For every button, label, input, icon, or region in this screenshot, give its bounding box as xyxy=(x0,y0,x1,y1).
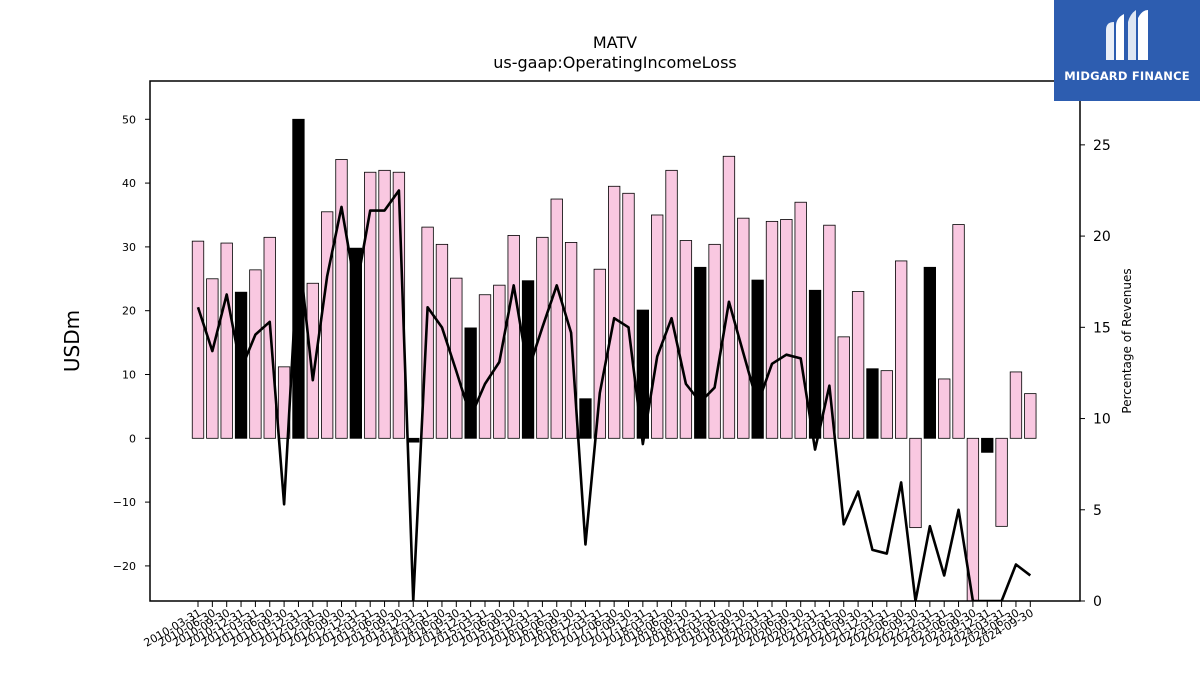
pct-line xyxy=(196,189,1032,601)
bar-2024-09-30 xyxy=(1024,393,1037,439)
y2-tick-label: 5 xyxy=(1093,503,1102,519)
bar-2012-09-30 xyxy=(335,159,348,439)
y2-tick-label: 0 xyxy=(1093,594,1102,610)
bar-2011-12-31 xyxy=(292,118,305,439)
y-tick-label: 30 xyxy=(122,241,136,254)
y-tick-label: 50 xyxy=(122,113,136,126)
bar-2021-09-30 xyxy=(851,291,865,439)
bar-2019-12-31 xyxy=(751,279,764,439)
chart-title: MATV xyxy=(592,33,638,52)
x-axis: 2010-03-312010-06-302010-09-302010-12-31… xyxy=(142,601,1036,650)
y-axis-right: 0 5 10 15 20 25 xyxy=(1080,138,1111,610)
bar-2023-06-30 xyxy=(952,224,965,439)
bar-2018-03-31 xyxy=(651,214,664,439)
bar-2010-03-31 xyxy=(191,240,205,439)
pct-line-series xyxy=(196,189,1032,601)
bar-2017-09-30 xyxy=(622,192,635,439)
bar-2013-12-31 xyxy=(407,437,420,443)
bar-series xyxy=(191,118,1037,601)
bar-2024-03-31 xyxy=(995,437,1008,527)
y-tick-label: 20 xyxy=(122,305,136,318)
bar-2024-06-30 xyxy=(1009,371,1023,439)
bar-2012-12-31 xyxy=(349,247,363,439)
bar-2012-03-31 xyxy=(306,282,319,439)
y-tick-label: −10 xyxy=(113,496,136,509)
bar-2013-06-30 xyxy=(378,169,391,439)
bar-2023-12-31 xyxy=(981,437,994,453)
bar-2020-06-30 xyxy=(780,219,793,439)
bar-2020-09-30 xyxy=(794,201,807,439)
bar-2023-03-31 xyxy=(938,378,951,439)
logo-mark-icon xyxy=(1106,10,1148,60)
bar-2010-06-30 xyxy=(206,278,219,439)
y2-tick-label: 15 xyxy=(1093,320,1111,336)
bar-2022-06-30 xyxy=(895,260,908,439)
bar-2018-06-30 xyxy=(665,169,678,439)
bar-2010-09-30 xyxy=(220,242,233,439)
bar-2021-03-31 xyxy=(823,224,836,439)
bar-2019-06-30 xyxy=(722,155,736,439)
y2-tick-label: 20 xyxy=(1093,229,1111,245)
bar-2014-12-31 xyxy=(464,327,477,439)
bar-2018-12-31 xyxy=(694,266,707,439)
logo-text: MIDGARD FINANCE xyxy=(1064,69,1190,83)
bar-2015-12-31 xyxy=(521,280,535,439)
y-tick-label: 10 xyxy=(122,368,136,381)
bar-2012-06-30 xyxy=(320,211,334,439)
bar-2016-12-31 xyxy=(579,398,592,439)
bar-2017-03-31 xyxy=(593,268,606,439)
bar-2022-03-31 xyxy=(880,370,893,439)
bar-2014-09-30 xyxy=(450,277,463,439)
bar-2011-03-31 xyxy=(249,269,262,439)
y-axis-label-left: USDm xyxy=(60,309,84,373)
bar-2017-06-30 xyxy=(608,185,621,439)
bar-2021-12-31 xyxy=(866,368,879,439)
y-tick-label: 0 xyxy=(129,432,136,445)
bar-2021-06-30 xyxy=(837,336,850,439)
chart-subtitle: us-gaap:OperatingIncomeLoss xyxy=(493,53,737,72)
y2-tick-label: 10 xyxy=(1093,412,1111,428)
y2-tick-label: 25 xyxy=(1093,138,1111,154)
bar-2019-09-30 xyxy=(737,217,750,439)
y-axis-label-right: Percentage of Revenues xyxy=(1120,268,1134,414)
y-tick-label: −20 xyxy=(113,560,136,573)
bar-2015-09-30 xyxy=(507,234,520,439)
bar-2022-09-30 xyxy=(909,437,922,529)
bar-2020-03-31 xyxy=(765,220,779,439)
y-axis-left: −20 −10 0 10 20 30 40 50 xyxy=(113,113,150,573)
bar-2018-09-30 xyxy=(679,240,693,439)
plot-frame xyxy=(149,80,1081,602)
bar-2016-03-31 xyxy=(536,236,549,439)
bar-2016-06-30 xyxy=(550,198,563,439)
y-tick-label: 40 xyxy=(122,177,136,190)
midgard-finance-logo: MIDGARD FINANCE xyxy=(1054,0,1200,101)
bar-2013-09-30 xyxy=(392,171,406,439)
bar-2020-12-31 xyxy=(808,289,822,439)
bar-2019-03-31 xyxy=(708,243,721,439)
bar-2015-03-31 xyxy=(478,294,492,439)
bar-2013-03-31 xyxy=(364,171,377,439)
bar-2022-12-31 xyxy=(923,266,936,439)
